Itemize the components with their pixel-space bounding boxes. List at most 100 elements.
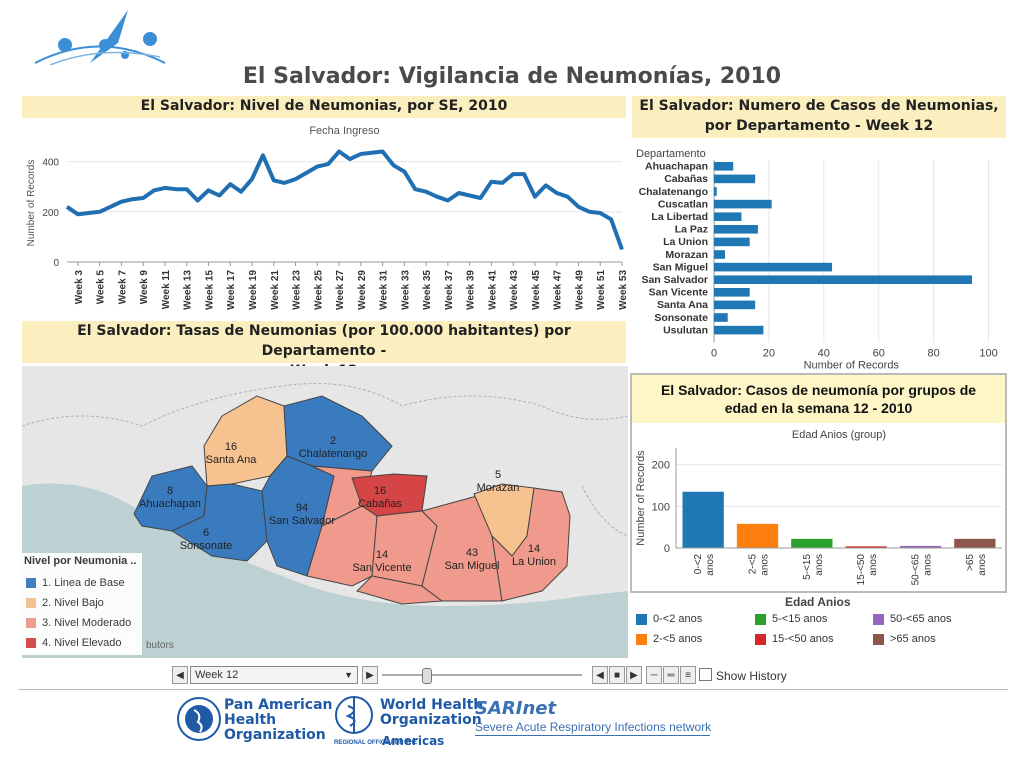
map-title: El Salvador: Tasas de Neumonias (por 100… xyxy=(22,321,626,379)
line-chart-xtick-label: Week 7 xyxy=(117,270,128,305)
map-legend-title: Nivel por Neumonia .. xyxy=(24,555,137,567)
line-chart-xtick-label: Week 21 xyxy=(270,270,281,310)
line-chart-xtick-label: Week 11 xyxy=(161,270,172,310)
age-legend-label: 5-<15 anos xyxy=(772,613,828,625)
line-series-records xyxy=(65,149,624,251)
line-chart-xtick-label: Week 49 xyxy=(574,270,585,310)
age-chart-xtick-label: anos xyxy=(760,554,771,576)
line-chart-xtick-label: Week 35 xyxy=(422,270,433,310)
age-bar xyxy=(736,523,779,548)
prev-week-button[interactable]: ◀ xyxy=(172,666,188,684)
footer-divider xyxy=(18,689,1008,690)
paho-name: Pan American Health Organization xyxy=(224,697,333,743)
age-legend-label: 50-<65 anos xyxy=(890,613,952,625)
age-chart-xtick-label: anos xyxy=(977,554,988,576)
age-bar xyxy=(845,546,887,548)
dept-chart-category-label: San Vicente xyxy=(649,287,708,299)
dept-chart-title: El Salvador: Numero de Casos de Neumonia… xyxy=(632,96,1006,138)
week-slider-handle[interactable] xyxy=(422,668,432,684)
map-name-label: Santa Ana xyxy=(206,454,258,466)
map-value-label: 43 xyxy=(466,547,478,559)
dept-bar xyxy=(714,300,756,310)
map-name-label: San Salvador xyxy=(269,515,335,527)
dept-chart-category-label: Morazan xyxy=(665,249,708,261)
map-title-line1: El Salvador: Tasas de Neumonias (por 100… xyxy=(77,323,571,359)
age-bar-chart: Edad Anios (group) Number of Records 0 100 2… xyxy=(635,429,1002,586)
age-chart-xtick-label: 2-<5 xyxy=(748,554,759,575)
show-history-checkbox[interactable] xyxy=(699,668,712,681)
dept-bar xyxy=(714,187,717,196)
dept-chart-xtick: 100 xyxy=(979,347,997,359)
age-bar xyxy=(682,491,724,548)
dept-bar xyxy=(714,199,772,209)
age-chart-xtick-label: 15-<50 xyxy=(856,554,867,586)
next-week-button[interactable]: ▶ xyxy=(362,666,378,684)
age-chart-title-line2: edad en la semana 12 - 2010 xyxy=(724,400,913,416)
map-name-label: San Miguel xyxy=(444,560,499,572)
age-legend-swatch xyxy=(755,613,766,625)
map-value-label: 94 xyxy=(296,502,308,514)
age-chart-title: El Salvador: Casos de neumonía por grupo… xyxy=(632,375,1005,423)
age-chart-xtick-label: 5-<15 xyxy=(802,554,813,580)
age-legend-item: >65 anos xyxy=(873,633,936,645)
line-chart-xtick-label: Week 3 xyxy=(74,270,85,305)
line-chart-xtick-label: Week 43 xyxy=(509,270,520,310)
map-attribution: butors xyxy=(146,640,174,651)
line-chart-xtick-label: Week 31 xyxy=(379,270,390,310)
who-name: World Health Organization xyxy=(380,697,484,728)
age-legend-label: 0-<2 anos xyxy=(653,613,703,625)
map-name-label: Morazan xyxy=(477,482,520,494)
age-chart-ytick: 100 xyxy=(652,501,670,513)
age-chart-xtick-label: anos xyxy=(705,554,716,576)
dept-chart-category-label: San Miguel xyxy=(653,261,709,273)
dept-bar xyxy=(714,162,734,171)
show-history-label: Show History xyxy=(716,669,787,683)
map-name-label: Cabañas xyxy=(358,498,403,510)
sari-name: SARInet xyxy=(475,698,557,719)
age-chart-ytick: 200 xyxy=(652,460,670,472)
age-legend-item: 2-<5 anos xyxy=(636,633,702,645)
line-chart-subtitle: Fecha Ingreso xyxy=(309,125,379,137)
dept-chart-xlabel: Number of Records xyxy=(804,359,900,371)
dept-bar xyxy=(714,225,758,234)
age-chart-ylabel: Number of Records xyxy=(635,450,647,546)
dept-bar xyxy=(714,174,756,184)
map-value-label: 14 xyxy=(376,549,388,561)
legend-bajo: 2. Nivel Bajo xyxy=(22,593,142,613)
speed-slow-button[interactable]: ─ xyxy=(646,666,662,684)
dept-chart-category-label: Chalatenango xyxy=(639,186,708,198)
line-chart-xtick-label: Week 45 xyxy=(531,270,542,310)
dept-chart-category-label: Usulutan xyxy=(663,324,708,336)
region-usulutan xyxy=(356,575,444,605)
dept-chart-category-label: San Salvador xyxy=(641,274,708,286)
speed-fast-button[interactable]: ≡ xyxy=(680,666,696,684)
line-chart-xtick-label: Week 13 xyxy=(183,270,194,310)
play-back-button[interactable]: ◀ xyxy=(592,666,608,684)
age-bar xyxy=(791,538,833,548)
dept-chart-category-header: Departamento xyxy=(636,148,706,160)
age-legend-swatch xyxy=(755,633,766,645)
dept-chart-xtick: 80 xyxy=(927,347,939,359)
page-title: El Salvador: Vigilancia de Neumonías, 20… xyxy=(242,64,782,89)
dept-bar xyxy=(714,313,728,322)
play-button[interactable]: ▶ xyxy=(626,666,642,684)
map-value-label: 6 xyxy=(203,527,209,539)
line-chart-xtick-label: Week 5 xyxy=(96,270,107,305)
line-chart-xtick-label: Week 15 xyxy=(204,270,215,310)
line-chart-xtick-label: Week 29 xyxy=(357,270,368,310)
age-legend-swatch xyxy=(873,613,884,625)
map-value-label: 2 xyxy=(330,435,336,447)
paho-emblem xyxy=(177,697,221,741)
legend-elevado: 4. Nivel Elevado xyxy=(22,633,142,653)
line-chart-xtick-label: Week 9 xyxy=(139,270,150,305)
map-value-label: 5 xyxy=(495,469,501,481)
age-legend-item: 0-<2 anos xyxy=(636,613,702,625)
speed-medium-button[interactable]: ═ xyxy=(663,666,679,684)
line-chart-xtick-label: Week 47 xyxy=(553,270,564,310)
age-legend-title: Edad Anios xyxy=(785,595,851,609)
dept-bar xyxy=(714,212,742,221)
stop-button[interactable]: ■ xyxy=(609,666,625,684)
map-value-label: 8 xyxy=(167,485,173,497)
week-slider-track[interactable] xyxy=(382,674,582,676)
week-select[interactable]: Week 12 ▼ xyxy=(190,666,358,684)
